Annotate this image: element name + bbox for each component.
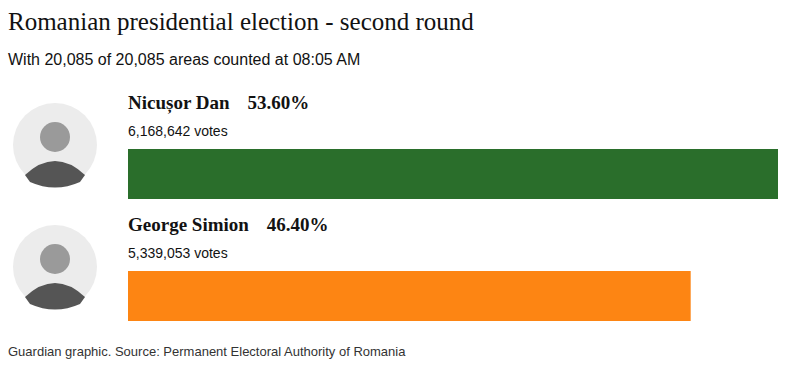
portrait <box>13 103 97 188</box>
category-label: Nicușor Dan <box>128 92 230 114</box>
bars <box>128 149 778 321</box>
bar <box>128 271 691 321</box>
portrait-head <box>40 244 70 274</box>
data-label: 46.40% <box>267 214 329 235</box>
vote-label: 6,168,642 votes <box>128 123 228 139</box>
title: Romanian presidential election - second … <box>8 8 474 35</box>
source: Guardian graphic. Source: Permanent Elec… <box>8 344 406 359</box>
data-label: 53.60% <box>248 92 310 113</box>
portrait <box>13 225 97 310</box>
category-label: George Simion <box>128 214 249 235</box>
portrait-bg <box>13 225 97 309</box>
portrait-head <box>40 122 70 152</box>
bar <box>128 149 778 199</box>
portrait-body <box>25 283 85 310</box>
subtitle: With 20,085 of 20,085 areas counted at 0… <box>8 51 360 68</box>
chart: Romanian presidential election - second … <box>0 0 809 375</box>
vote-label: 5,339,053 votes <box>128 245 228 261</box>
portrait-bg <box>13 103 97 187</box>
portrait-body <box>25 161 85 188</box>
